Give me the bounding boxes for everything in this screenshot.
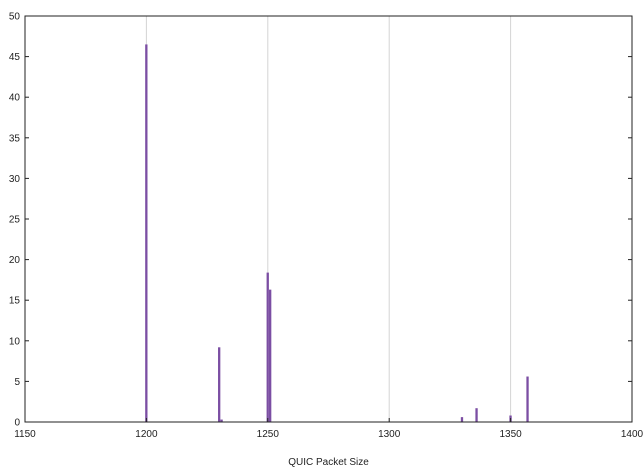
x-axis-title: QUIC Packet Size	[288, 457, 369, 468]
histogram-bar	[526, 376, 529, 422]
histogram-bar	[475, 408, 478, 422]
grid-lines	[145, 16, 512, 422]
y-tick-label: 40	[9, 93, 21, 104]
x-tick-label: 1200	[135, 429, 158, 440]
y-tick-label: 5	[14, 377, 20, 388]
x-tick-label: 1150	[14, 429, 36, 440]
y-tick-label: 35	[9, 133, 21, 144]
y-tick-label: 45	[9, 52, 21, 63]
axis-ticks: 1150 1200 1250 1300 1350 1400 0 5 10 15 20 25 30 35 40…	[9, 12, 643, 441]
y-tick-label: 20	[9, 255, 21, 266]
bar-group	[145, 44, 529, 423]
y-tick-label: 15	[9, 296, 21, 307]
x-tick-label: 1300	[378, 429, 401, 440]
x-tick-label: 1350	[499, 429, 522, 440]
histogram-bar	[218, 347, 221, 422]
histogram-bar	[145, 44, 148, 423]
histogram-bar	[269, 289, 272, 422]
histogram-bar	[220, 419, 223, 422]
y-tick-label: 50	[9, 12, 21, 23]
histogram-bar	[266, 272, 269, 422]
y-tick-label: 30	[9, 174, 21, 185]
histogram-bar	[460, 417, 464, 422]
y-tick-label: 0	[14, 418, 20, 429]
x-tick-label: 1250	[257, 429, 280, 440]
y-tick-label: 10	[9, 336, 21, 347]
y-tick-label: 25	[9, 215, 21, 226]
x-tick-label: 1400	[621, 429, 643, 440]
plot-frame	[24, 15, 633, 423]
